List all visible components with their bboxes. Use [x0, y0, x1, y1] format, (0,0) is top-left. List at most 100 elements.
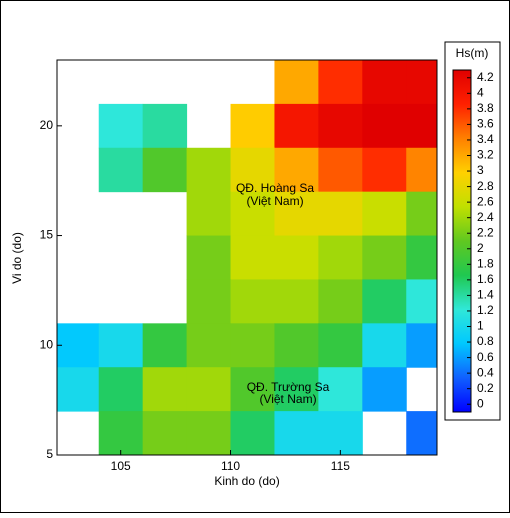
cell [98, 147, 144, 193]
cell [186, 147, 232, 193]
cell [274, 411, 319, 455]
cell [406, 103, 437, 149]
cell [57, 367, 100, 412]
cell [230, 323, 275, 368]
cell [362, 60, 407, 105]
cell [362, 367, 407, 412]
colorbar-tick-label: 3 [477, 163, 484, 177]
colorbar-title: Hs(m) [456, 46, 489, 60]
colorbar-tick-label: 3.6 [477, 117, 494, 131]
cell [318, 235, 363, 280]
cell [406, 147, 437, 193]
cell [230, 147, 275, 193]
cell [406, 323, 437, 368]
cell [362, 147, 407, 193]
cell [318, 323, 363, 368]
cell [186, 411, 232, 455]
y-tick-label: 10 [40, 337, 54, 351]
annotation: (Việt Nam) [246, 194, 303, 208]
cell [230, 411, 275, 455]
colorbar-tick-label: 2.8 [477, 179, 494, 193]
colorbar [452, 69, 472, 413]
colorbar-tick-label: 2.4 [477, 210, 494, 224]
cell [318, 411, 363, 455]
cell [98, 103, 144, 149]
colorbar-tick-label: 1.8 [477, 256, 494, 270]
cell [230, 103, 275, 149]
cell [230, 367, 275, 412]
x-tick-label: 105 [111, 459, 131, 473]
annotation: QĐ. Hoàng Sa [236, 181, 314, 195]
cell [362, 103, 407, 149]
colorbar-tick-label: 4.2 [477, 70, 494, 84]
annotation: QĐ. Trường Sa [247, 380, 330, 394]
cell [406, 279, 437, 324]
cell [186, 279, 232, 324]
cell [274, 60, 319, 105]
cell [362, 191, 407, 237]
cell [142, 103, 188, 149]
colorbar-tick-label: 1.2 [477, 303, 494, 317]
cell [362, 279, 407, 324]
x-axis-label: Kinh do (do) [214, 474, 279, 488]
colorbar-tick-label: 0.8 [477, 334, 494, 348]
cell [98, 411, 144, 455]
colorbar-tick-label: 1.6 [477, 272, 494, 286]
cell [274, 235, 319, 280]
cell [186, 367, 232, 412]
colorbar-tick-label: 3.2 [477, 148, 494, 162]
cell [57, 323, 100, 368]
cell [362, 323, 407, 368]
colorbar-tick-label: 1.4 [477, 288, 494, 302]
cell [98, 323, 144, 368]
cell [274, 147, 319, 193]
cell [318, 103, 363, 149]
colorbar-tick-label: 3.4 [477, 132, 494, 146]
cell [98, 367, 144, 412]
colorbar-tick-label: 4 [477, 85, 484, 99]
y-tick-label: 15 [40, 228, 54, 242]
colorbar-tick-label: 3.8 [477, 101, 494, 115]
y-tick-label: 20 [40, 118, 54, 132]
cell [406, 235, 437, 280]
cell [274, 323, 319, 368]
cell [186, 235, 232, 280]
colorbar-tick-label: 2.6 [477, 194, 494, 208]
cell [362, 235, 407, 280]
colorbar-tick-label: 2 [477, 241, 484, 255]
colorbar-tick-label: 1 [477, 319, 484, 333]
cell [142, 367, 188, 412]
colorbar-tick-label: 0.6 [477, 350, 494, 364]
cell [142, 147, 188, 193]
cell [186, 323, 232, 368]
cell [318, 147, 363, 193]
cell [230, 279, 275, 324]
cell [406, 60, 437, 105]
cell [142, 411, 188, 455]
plot-frame [56, 59, 438, 456]
cell [318, 367, 363, 412]
cell [406, 411, 437, 455]
cell [274, 191, 319, 237]
cell [230, 235, 275, 280]
y-tick-label: 5 [46, 447, 53, 461]
cell [230, 191, 275, 237]
cell [274, 367, 319, 412]
cell [318, 60, 363, 105]
cell [406, 191, 437, 237]
cell [274, 279, 319, 324]
colorbar-tick-label: 0.2 [477, 381, 494, 395]
cell [318, 279, 363, 324]
colorbar-tick-label: 2.2 [477, 225, 494, 239]
cell [318, 191, 363, 237]
x-tick-label: 115 [331, 459, 350, 473]
colorbar-tick-label: 0 [477, 396, 484, 410]
annotation: (Việt Nam) [259, 392, 316, 406]
colorbar-tick-label: 0.4 [477, 365, 494, 379]
cell [186, 191, 232, 237]
cell [274, 103, 319, 149]
y-axis-label: Vi do (do) [10, 232, 24, 284]
cell [142, 323, 188, 368]
x-tick-label: 110 [221, 459, 240, 473]
